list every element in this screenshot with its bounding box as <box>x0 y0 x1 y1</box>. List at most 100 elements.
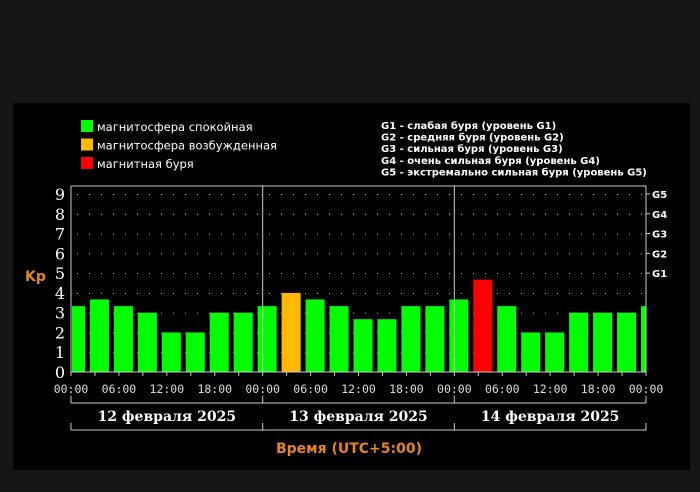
bar-quiet <box>113 306 133 372</box>
x-tick-label: 18:00 <box>389 382 424 396</box>
legend-label-storm: магнитная буря <box>97 157 194 171</box>
grid-dot <box>605 233 606 235</box>
grid-dot <box>581 273 582 275</box>
x-tick-label: 00:00 <box>54 382 89 396</box>
grid-dot <box>521 292 522 294</box>
bar-storm <box>473 279 493 372</box>
grid-dot <box>281 233 282 235</box>
grid-dot <box>137 332 138 334</box>
chart-panel <box>13 103 690 470</box>
grid-dot <box>329 233 330 235</box>
grid-dot <box>185 194 186 195</box>
grid-dot <box>233 312 234 314</box>
grid-dot <box>521 233 522 235</box>
grid-dot <box>101 194 102 195</box>
grid-dot <box>353 194 354 195</box>
grid-dot <box>485 233 486 235</box>
grid-dot <box>281 213 282 215</box>
bar-quiet <box>185 332 205 372</box>
grid-dot <box>257 312 258 314</box>
grid-dot <box>461 233 462 235</box>
grid-dot <box>509 292 510 294</box>
date-label: 13 февраля 2025 <box>289 409 428 425</box>
grid-dot <box>545 253 546 255</box>
grid-dot <box>293 233 294 235</box>
grid-dot <box>137 194 138 195</box>
grid-dot <box>497 194 498 195</box>
grid-dot <box>521 273 522 275</box>
x-axis-label: Время (UTC+5:00) <box>276 441 422 457</box>
grid-dot <box>545 292 546 294</box>
grid-dot <box>329 273 330 275</box>
bar-quiet <box>257 306 277 372</box>
grid-dot <box>353 312 354 314</box>
grid-dot <box>401 273 402 275</box>
grid-dot <box>365 253 366 255</box>
grid-dot <box>569 273 570 275</box>
grid-dot <box>341 213 342 215</box>
g-legend-item: G1 - слабая буря (уровень G1) <box>381 120 556 132</box>
grid-dot <box>173 194 174 195</box>
grid-dot <box>581 253 582 255</box>
grid-dot <box>461 292 462 294</box>
grid-dot <box>581 213 582 215</box>
grid-dot <box>437 194 438 195</box>
grid-dot <box>257 233 258 235</box>
g-tick-label: G2 <box>652 249 667 260</box>
grid-dot <box>389 213 390 215</box>
grid-dot <box>629 253 630 255</box>
g-legend-item: G5 - экстремально сильная буря (уровень … <box>381 166 647 178</box>
x-tick-label: 18:00 <box>581 382 616 396</box>
grid-dot <box>377 194 378 195</box>
grid-dot <box>557 233 558 235</box>
grid-dot <box>245 194 246 195</box>
x-tick-label: 12:00 <box>341 382 376 396</box>
grid-dot <box>377 312 378 314</box>
grid-dot <box>197 312 198 314</box>
grid-dot <box>161 332 162 334</box>
bar-quiet <box>377 319 397 372</box>
grid-dot <box>533 312 534 314</box>
grid-dot <box>257 253 258 255</box>
grid-dot <box>113 292 114 294</box>
grid-dot <box>101 292 102 294</box>
bar-quiet <box>161 332 181 372</box>
y-tick-label: 6 <box>55 244 65 263</box>
grid-dot <box>209 273 210 275</box>
grid-dot <box>365 312 366 314</box>
grid-dot <box>377 292 378 294</box>
grid-dot <box>377 213 378 215</box>
grid-dot <box>317 253 318 255</box>
grid-dot <box>485 253 486 255</box>
grid-dot <box>641 194 642 195</box>
grid-dot <box>521 194 522 195</box>
g-legend-item: G3 - сильная буря (уровень G3) <box>381 143 563 155</box>
grid-dot <box>77 213 78 215</box>
bar-quiet <box>569 312 589 372</box>
grid-dot <box>221 233 222 235</box>
grid-dot <box>353 213 354 215</box>
grid-dot <box>353 233 354 235</box>
grid-dot <box>89 292 90 294</box>
bar-quiet <box>593 312 613 372</box>
bar-quiet <box>401 306 421 372</box>
grid-dot <box>473 253 474 255</box>
grid-dot <box>497 233 498 235</box>
grid-dot <box>473 194 474 195</box>
grid-dot <box>293 213 294 215</box>
grid-dot <box>149 194 150 195</box>
grid-dot <box>533 194 534 195</box>
grid-dot <box>269 292 270 294</box>
grid-dot <box>113 352 114 354</box>
bar-quiet <box>72 306 85 372</box>
grid-dot <box>77 292 78 294</box>
grid-dot <box>125 233 126 235</box>
grid-dot <box>269 194 270 195</box>
grid-dot <box>173 213 174 215</box>
x-tick-label: 00:00 <box>437 382 472 396</box>
grid-dot <box>113 332 114 334</box>
grid-dot <box>233 253 234 255</box>
grid-dot <box>473 233 474 235</box>
grid-dot <box>257 213 258 215</box>
